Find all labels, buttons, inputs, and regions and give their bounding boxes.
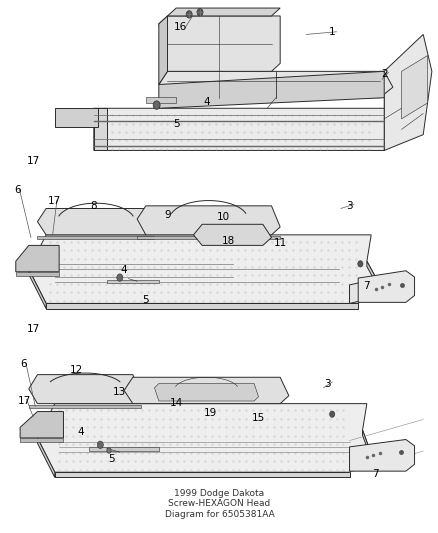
Text: 13: 13 (113, 386, 126, 397)
Text: 19: 19 (204, 408, 217, 418)
Text: 7: 7 (363, 281, 369, 291)
Polygon shape (349, 440, 413, 471)
Text: 4: 4 (120, 265, 127, 275)
Polygon shape (167, 8, 279, 16)
Polygon shape (37, 208, 154, 235)
Polygon shape (55, 108, 98, 127)
Text: 5: 5 (108, 454, 114, 464)
Polygon shape (362, 430, 371, 459)
Text: 9: 9 (164, 210, 170, 220)
Circle shape (357, 261, 362, 267)
Text: 11: 11 (273, 238, 286, 248)
Polygon shape (145, 96, 176, 103)
Circle shape (186, 11, 192, 18)
Polygon shape (37, 438, 55, 478)
Text: 17: 17 (26, 156, 40, 166)
Text: 10: 10 (217, 213, 230, 222)
Polygon shape (159, 16, 279, 71)
Polygon shape (94, 108, 405, 150)
Circle shape (97, 441, 103, 448)
Circle shape (329, 411, 334, 417)
Polygon shape (349, 272, 405, 303)
Polygon shape (55, 472, 349, 478)
Circle shape (117, 274, 123, 281)
Polygon shape (29, 269, 46, 309)
Polygon shape (37, 403, 371, 472)
Text: 6: 6 (14, 185, 20, 195)
Polygon shape (20, 411, 64, 438)
Polygon shape (46, 303, 357, 309)
Polygon shape (16, 272, 59, 276)
Text: 16: 16 (173, 21, 187, 31)
Polygon shape (20, 438, 64, 442)
Text: 17: 17 (18, 396, 31, 406)
Polygon shape (29, 375, 141, 403)
Text: 5: 5 (173, 119, 179, 129)
Text: 1999 Dodge Dakota
Screw-HEXAGON Head
Diagram for 6505381AA: 1999 Dodge Dakota Screw-HEXAGON Head Dia… (164, 489, 274, 519)
Text: 8: 8 (90, 201, 97, 211)
Polygon shape (383, 35, 431, 150)
Polygon shape (106, 280, 159, 284)
Polygon shape (366, 261, 379, 290)
Text: 17: 17 (26, 324, 40, 334)
Polygon shape (29, 405, 141, 408)
Text: 1: 1 (328, 27, 335, 37)
Circle shape (153, 101, 160, 109)
Polygon shape (193, 224, 271, 245)
Polygon shape (94, 108, 106, 150)
Polygon shape (159, 71, 383, 108)
Text: 12: 12 (70, 366, 83, 375)
Text: 4: 4 (203, 97, 209, 107)
Polygon shape (37, 236, 154, 239)
Polygon shape (29, 235, 379, 303)
Text: 3: 3 (324, 378, 330, 389)
Polygon shape (154, 384, 258, 401)
Text: 7: 7 (371, 469, 378, 479)
Text: 4: 4 (78, 427, 84, 437)
Text: 6: 6 (20, 359, 27, 369)
Polygon shape (89, 447, 159, 451)
Circle shape (106, 448, 111, 453)
Polygon shape (159, 16, 167, 85)
Text: 15: 15 (251, 414, 265, 423)
Text: 3: 3 (346, 201, 352, 211)
Text: 18: 18 (221, 236, 234, 246)
Text: 5: 5 (142, 295, 149, 305)
Polygon shape (137, 206, 279, 235)
Polygon shape (16, 245, 59, 272)
Polygon shape (357, 271, 413, 302)
Polygon shape (137, 236, 279, 239)
Circle shape (197, 9, 202, 16)
Polygon shape (401, 55, 427, 119)
Text: 2: 2 (380, 69, 387, 79)
Polygon shape (159, 71, 392, 98)
Text: 17: 17 (48, 196, 61, 206)
Text: 14: 14 (169, 398, 182, 408)
Polygon shape (124, 377, 288, 403)
